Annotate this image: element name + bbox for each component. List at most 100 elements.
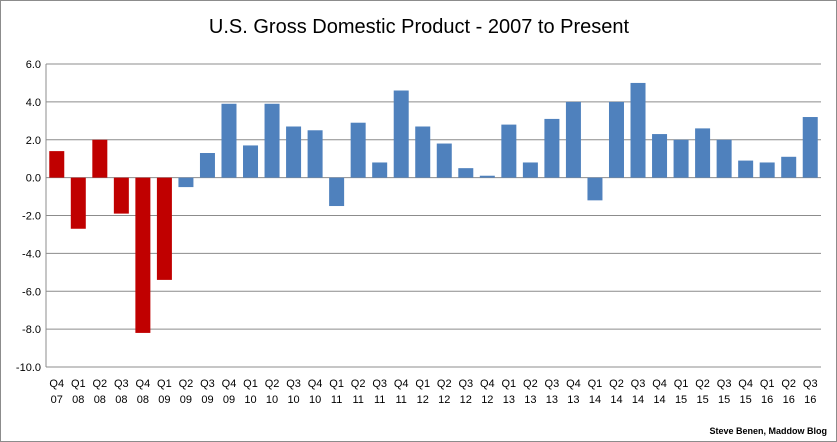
x-tick-label-quarter: Q4 [738, 378, 753, 390]
credit-text: Steve Benen, Maddow Blog [709, 426, 827, 436]
x-tick-label-quarter: Q4 [480, 378, 495, 390]
x-tick-label-year: 15 [696, 394, 708, 406]
x-tick-label-year: 10 [309, 394, 321, 406]
y-tick-label: 6.0 [26, 59, 41, 71]
bar [199, 153, 215, 178]
bar [286, 126, 302, 178]
bar [415, 126, 431, 178]
x-tick-label-quarter: Q4 [566, 378, 581, 390]
x-axis-labels: Q4 07 Q1 08 Q2 08 Q3 08 Q4 08 Q1 09 Q2 09 Q3 09 Q4 09 Q1 10… [49, 378, 817, 406]
x-tick-label-year: 13 [524, 394, 536, 406]
x-tick-label-quarter: Q4 [308, 378, 323, 390]
bar [652, 134, 668, 178]
x-tick-label-quarter: Q3 [803, 378, 818, 390]
x-tick-label-year: 10 [287, 394, 299, 406]
bar [479, 175, 495, 178]
bar [673, 139, 689, 178]
x-tick-label-year: 15 [675, 394, 687, 406]
x-tick-label-year: 16 [783, 394, 795, 406]
bar [565, 101, 581, 178]
bar [695, 128, 711, 178]
x-tick-label-year: 12 [438, 394, 450, 406]
x-tick-label-year: 08 [72, 394, 84, 406]
x-tick-label-year: 12 [481, 394, 493, 406]
x-tick-label-quarter: Q2 [265, 378, 280, 390]
x-tick-label-year: 10 [244, 394, 256, 406]
y-tick-label: -8.0 [22, 324, 41, 336]
y-axis-ticks: 6.0 4.0 2.0 0.0 -2.0 -4.0 -6.0 -8.0 -10.0 [16, 59, 41, 374]
x-tick-label-year: 16 [761, 394, 773, 406]
x-tick-label-quarter: Q3 [114, 378, 129, 390]
x-tick-label-quarter: Q3 [286, 378, 301, 390]
y-tick-label: -2.0 [22, 211, 41, 223]
chart-title: U.S. Gross Domestic Product - 2007 to Pr… [209, 16, 630, 38]
x-tick-label-year: 13 [567, 394, 579, 406]
bar [49, 151, 65, 178]
x-tick-label-quarter: Q1 [329, 378, 344, 390]
x-tick-label-quarter: Q1 [243, 378, 258, 390]
x-tick-label-year: 07 [51, 394, 63, 406]
x-tick-label-quarter: Q2 [695, 378, 710, 390]
bar [307, 130, 323, 178]
bar [156, 177, 172, 280]
bar [587, 177, 603, 201]
y-tick-label: -10.0 [16, 362, 41, 374]
bar [802, 117, 818, 178]
y-tick-label: -4.0 [22, 248, 41, 260]
x-tick-label-year: 11 [395, 394, 406, 406]
bar [178, 177, 194, 188]
x-tick-label-quarter: Q3 [458, 378, 473, 390]
x-tick-label-quarter: Q3 [545, 378, 560, 390]
x-tick-label-year: 12 [460, 394, 472, 406]
x-tick-label-year: 09 [223, 394, 235, 406]
x-tick-label-year: 16 [804, 394, 816, 406]
x-tick-label-year: 08 [137, 394, 149, 406]
x-tick-label-quarter: Q3 [372, 378, 387, 390]
x-tick-label-quarter: Q4 [136, 378, 151, 390]
bar [135, 177, 151, 333]
bar [608, 101, 624, 178]
x-tick-label-year: 11 [331, 394, 342, 406]
x-tick-label-quarter: Q1 [674, 378, 689, 390]
bar [501, 124, 517, 178]
x-tick-label-year: 09 [158, 394, 170, 406]
bar [329, 177, 345, 207]
x-tick-label-year: 08 [115, 394, 127, 406]
x-tick-label-quarter: Q4 [49, 378, 64, 390]
y-tick-label: 2.0 [26, 135, 41, 147]
bar [436, 143, 452, 178]
x-tick-label-quarter: Q3 [200, 378, 215, 390]
x-tick-label-quarter: Q1 [588, 378, 603, 390]
bar [544, 118, 560, 178]
x-tick-label-year: 11 [374, 394, 385, 406]
bar [372, 162, 388, 178]
x-tick-label-year: 12 [417, 394, 429, 406]
bar [113, 177, 129, 214]
x-tick-label-year: 14 [653, 394, 665, 406]
x-tick-label-quarter: Q4 [652, 378, 667, 390]
x-tick-label-quarter: Q1 [157, 378, 172, 390]
bar [522, 162, 538, 178]
x-tick-label-year: 13 [503, 394, 515, 406]
x-tick-label-year: 14 [589, 394, 601, 406]
bar [759, 162, 775, 178]
x-tick-label-quarter: Q4 [394, 378, 409, 390]
x-tick-label-year: 13 [546, 394, 558, 406]
x-tick-label-quarter: Q1 [502, 378, 517, 390]
bar [70, 177, 86, 229]
x-tick-label-quarter: Q1 [415, 378, 430, 390]
x-tick-label-quarter: Q3 [717, 378, 732, 390]
bar [243, 145, 259, 178]
x-tick-label-quarter: Q2 [523, 378, 538, 390]
bar [781, 156, 797, 178]
bar [92, 139, 108, 178]
x-tick-label-quarter: Q4 [222, 378, 237, 390]
y-tick-label: -6.0 [22, 286, 41, 298]
bar [458, 168, 474, 178]
x-tick-label-year: 14 [610, 394, 622, 406]
x-tick-label-year: 09 [201, 394, 213, 406]
gridlines [45, 63, 821, 368]
bar [221, 103, 237, 178]
